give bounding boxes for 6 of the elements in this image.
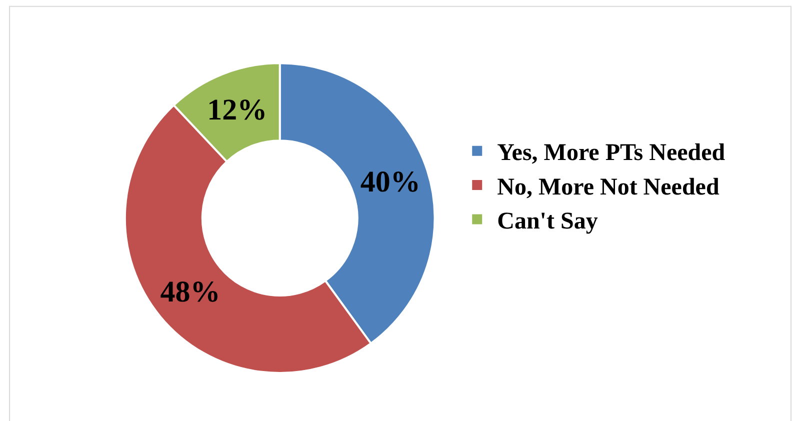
data-label: 40% (360, 166, 420, 199)
legend-label: Can't Say (497, 208, 598, 235)
legend-label: Yes, More PTs Needed (497, 140, 726, 166)
data-label: 12% (207, 94, 268, 127)
data-label: 48% (160, 276, 220, 309)
legend-label: No, More Not Needed (497, 174, 720, 200)
